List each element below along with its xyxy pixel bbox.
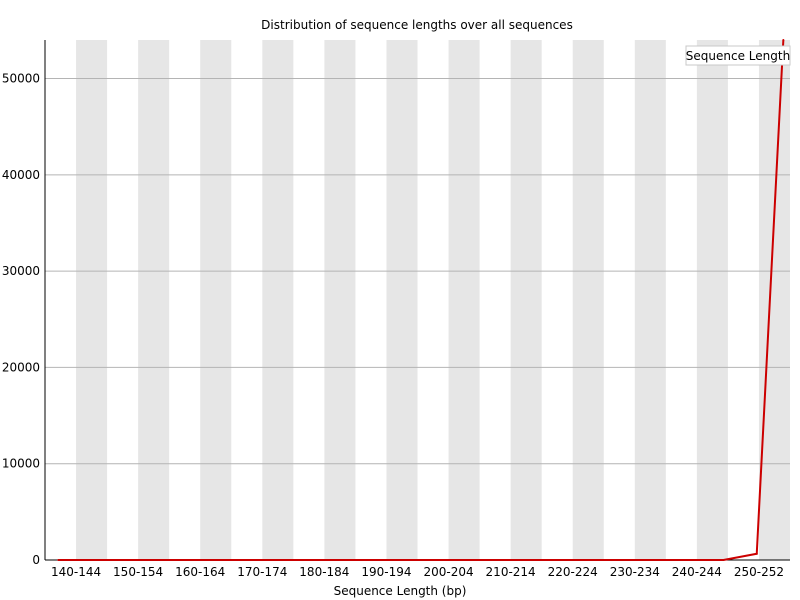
data-point — [90, 559, 93, 561]
y-tick-label: 30000 — [2, 264, 40, 278]
background-stripe — [386, 40, 418, 560]
x-tick-label: 160-164 — [175, 565, 225, 579]
x-tick-label: 140-144 — [51, 565, 101, 579]
data-point — [356, 559, 359, 561]
x-axis-label: Sequence Length (bp) — [334, 584, 467, 598]
y-tick-label: 10000 — [2, 457, 40, 471]
data-point — [190, 559, 193, 561]
y-tick-label: 20000 — [2, 360, 40, 374]
x-tick-label: 180-184 — [299, 565, 349, 579]
background-stripe — [324, 40, 356, 560]
x-tick-label: 240-244 — [672, 565, 722, 579]
background-stripe — [696, 40, 728, 560]
data-point — [123, 559, 126, 561]
x-tick-label: 250-252 — [734, 565, 784, 579]
data-point — [290, 559, 293, 561]
data-point — [589, 559, 592, 561]
x-tick-label: 220-224 — [548, 565, 598, 579]
data-point — [157, 559, 160, 561]
y-tick-labels: 0 10000 20000 30000 40000 50000 — [2, 72, 40, 567]
data-point — [456, 559, 459, 561]
series-lines — [57, 39, 785, 561]
legend-label: Sequence Length — [686, 49, 790, 63]
data-point — [689, 559, 692, 561]
x-tick-label: 200-204 — [423, 565, 473, 579]
x-tick-label: 170-174 — [237, 565, 287, 579]
background-stripe — [448, 40, 480, 560]
data-point — [256, 559, 259, 561]
data-point — [423, 559, 426, 561]
data-point — [556, 559, 559, 561]
data-point — [323, 559, 326, 561]
data-point — [57, 559, 60, 561]
x-tick-label: 230-234 — [610, 565, 660, 579]
background-stripes — [76, 40, 790, 560]
legend: Sequence Length — [685, 45, 791, 66]
data-point — [489, 559, 492, 561]
background-stripe — [262, 40, 294, 560]
chart-title: Distribution of sequence lengths over al… — [261, 18, 573, 32]
x-tick-label: 190-194 — [361, 565, 411, 579]
y-tick-label: 40000 — [2, 168, 40, 182]
data-point — [755, 552, 758, 555]
data-point — [223, 559, 226, 561]
background-stripe — [76, 40, 108, 560]
background-stripe — [634, 40, 666, 560]
data-point — [782, 39, 785, 41]
y-tick-label: 0 — [32, 553, 40, 567]
background-stripe — [758, 40, 790, 560]
background-stripe — [572, 40, 604, 560]
background-stripe — [510, 40, 542, 560]
x-tick-label: 210-214 — [486, 565, 536, 579]
y-tick-label: 50000 — [2, 72, 40, 86]
data-point — [522, 559, 525, 561]
x-tick-label: 150-154 — [113, 565, 163, 579]
background-stripe — [138, 40, 170, 560]
grid-lines — [45, 78, 790, 465]
data-point — [622, 559, 625, 561]
legend-box — [685, 45, 791, 66]
background-stripe — [200, 40, 232, 560]
data-point — [722, 559, 725, 561]
x-tick-labels: 140-144 150-154 160-164 170-174 180-184 190-1… — [51, 565, 784, 579]
data-point — [655, 559, 658, 561]
data-point — [389, 559, 392, 561]
